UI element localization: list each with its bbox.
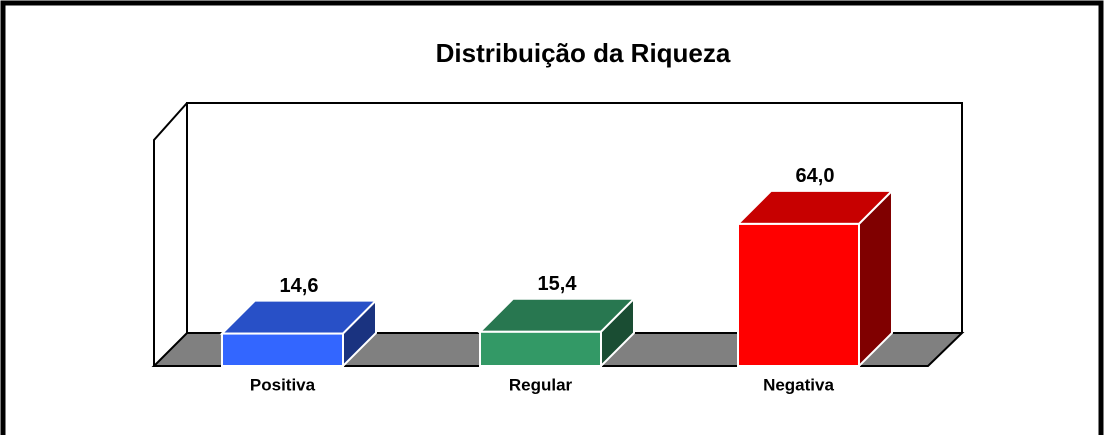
x-tick-label: Regular [509, 375, 573, 394]
bar [479, 330, 602, 368]
bar [737, 222, 860, 367]
value-label: 15,4 [538, 273, 578, 295]
x-tick-label: Negativa [763, 375, 834, 394]
x-tick-label: Positiva [250, 375, 316, 394]
chart-title: Distribuição da Riqueza [436, 38, 731, 68]
side-wall [153, 102, 188, 366]
back-wall [186, 102, 963, 333]
bar [221, 332, 344, 368]
value-label: 14,6 [280, 275, 319, 297]
value-label: 64,0 [796, 165, 835, 187]
